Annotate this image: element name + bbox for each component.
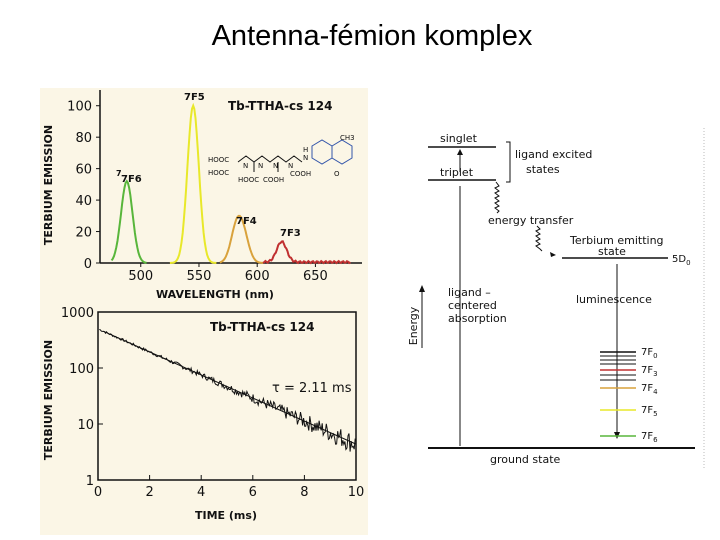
- svg-text:7F4: 7F4: [236, 216, 257, 227]
- 7f-level-label: 7F5: [641, 405, 658, 418]
- chemical-structure: HOOC HOOC N N N N HOOC COOH COOH H N CH3…: [208, 134, 355, 184]
- slide-title: Antenna-fémion komplex: [211, 20, 533, 52]
- peak-label-7f6: 7 7F6: [116, 169, 142, 185]
- decay-x-axis-label: TIME (ms): [195, 509, 257, 522]
- spectrum-x-tick-label: 650: [303, 269, 328, 284]
- spectrum-series-7f5: [169, 102, 217, 264]
- peak-label-7f3: 7F3: [280, 228, 301, 239]
- svg-text:HOOC: HOOC: [238, 176, 259, 184]
- ligand-excited-label-2: states: [526, 163, 560, 176]
- excited-bracket: [506, 141, 511, 183]
- ligand-excited-label-1: ligand excited: [515, 148, 592, 161]
- luminescence-label: luminescence: [576, 293, 652, 306]
- energy-transfer-label: energy transfer: [488, 214, 574, 227]
- spectrum-y-tick-label: 100: [67, 100, 92, 115]
- spectrum-y-tick-label: 80: [75, 131, 92, 146]
- triplet-label: triplet: [440, 166, 474, 179]
- decay-x-tick-label: 6: [249, 485, 257, 500]
- d0-label: 5D0: [672, 254, 691, 267]
- decay-plot-area: 1 10 100 1000 0 2 4 6 8 10: [61, 306, 364, 500]
- ligand-abs-label-3: absorption: [448, 312, 507, 325]
- svg-text:COOH: COOH: [290, 170, 311, 178]
- spectrum-series-7f3: [262, 240, 351, 265]
- spectrum-x-tick-label: 600: [245, 269, 270, 284]
- decay-y-tick-label: 1000: [61, 306, 94, 321]
- svg-text:N: N: [303, 154, 308, 162]
- decay-x-tick-label: 0: [94, 485, 102, 500]
- tb-emitting-label-1: Terbium emitting: [569, 234, 664, 247]
- spectrum-x-tick-label: 500: [128, 269, 153, 284]
- peak-label-7f5: 7F5: [184, 92, 205, 103]
- 7f-level-label: 7F4: [641, 383, 658, 396]
- svg-text:CH3: CH3: [340, 134, 355, 142]
- energy-axis-label: Energy: [407, 306, 420, 345]
- spectrum-series-7f6: [110, 179, 147, 264]
- energy-transfer-arrow-2: [535, 225, 543, 252]
- tb-emitting-label-2: state: [598, 245, 626, 258]
- spectrum-series-7f4: [219, 214, 263, 264]
- energy-level-diagram: singlet triplet ligand excited states en…: [407, 128, 705, 470]
- svg-text:N: N: [258, 162, 263, 170]
- decay-y-axis-label: TERBIUM EMISSION: [42, 340, 55, 460]
- decay-title: Tb-TTHA-cs 124: [210, 320, 314, 334]
- decay-x-tick-label: 4: [197, 485, 205, 500]
- svg-text:7F5: 7F5: [184, 92, 205, 103]
- spectrum-title: Tb-TTHA-cs 124: [228, 99, 332, 113]
- decay-curve-chart: 1 10 100 1000 0 2 4 6 8 10 Tb-TTHA-cs 124 TIME (m…: [42, 306, 364, 522]
- decay-y-tick-label: 1: [86, 474, 94, 489]
- 7f-level-label: 7F6: [641, 431, 658, 444]
- decay-y-tick-label: 100: [69, 362, 94, 377]
- decay-x-tick-label: 10: [348, 485, 365, 500]
- ground-state-label: ground state: [490, 453, 561, 466]
- svg-text:HOOC: HOOC: [208, 169, 229, 177]
- svg-text:O: O: [334, 170, 340, 178]
- 7f-level-label: 7F3: [641, 365, 658, 378]
- spectrum-y-tick-label: 20: [75, 226, 92, 241]
- spectrum-y-tick-label: 0: [84, 257, 92, 272]
- svg-text:7F3: 7F3: [280, 228, 301, 239]
- decay-frame: [97, 311, 357, 481]
- decay-tau-annotation: τ = 2.11 ms: [272, 381, 352, 396]
- spectrum-plot-area: 0 20 40 60 80 100 500 550 600 650: [67, 90, 362, 284]
- spectrum-y-axis-label: TERBIUM EMISSION: [42, 125, 55, 245]
- decay-data-trace: [99, 329, 356, 452]
- svg-text:HOOC: HOOC: [208, 156, 229, 164]
- spectrum-y-tick-label: 60: [75, 163, 92, 178]
- svg-text:7: 7: [116, 169, 122, 178]
- singlet-label: singlet: [440, 132, 478, 145]
- svg-text:N: N: [243, 162, 248, 170]
- 7f-level-label: 7F0: [641, 347, 658, 360]
- decay-y-tick-label: 10: [77, 418, 94, 433]
- 7f-levels: 7F0 7F3 7F4 7F5 7F6: [600, 347, 658, 444]
- ligand-abs-label-1: ligand –: [448, 286, 491, 299]
- svg-text:N: N: [288, 162, 293, 170]
- peak-label-7f4: 7F4: [236, 216, 257, 227]
- svg-text:N: N: [273, 162, 278, 170]
- energy-transfer-arrow-1: [494, 181, 500, 214]
- spectrum-y-tick-label: 40: [75, 194, 92, 209]
- decay-x-tick-label: 2: [145, 485, 153, 500]
- decay-x-tick-label: 8: [300, 485, 308, 500]
- svg-text:COOH: COOH: [263, 176, 284, 184]
- ligand-abs-label-2: centered: [448, 299, 497, 312]
- spectrum-x-axis-label: WAVELENGTH (nm): [156, 288, 274, 301]
- svg-text:7F6: 7F6: [121, 174, 142, 185]
- svg-text:H: H: [303, 146, 308, 154]
- spectrum-x-tick-label: 550: [187, 269, 212, 284]
